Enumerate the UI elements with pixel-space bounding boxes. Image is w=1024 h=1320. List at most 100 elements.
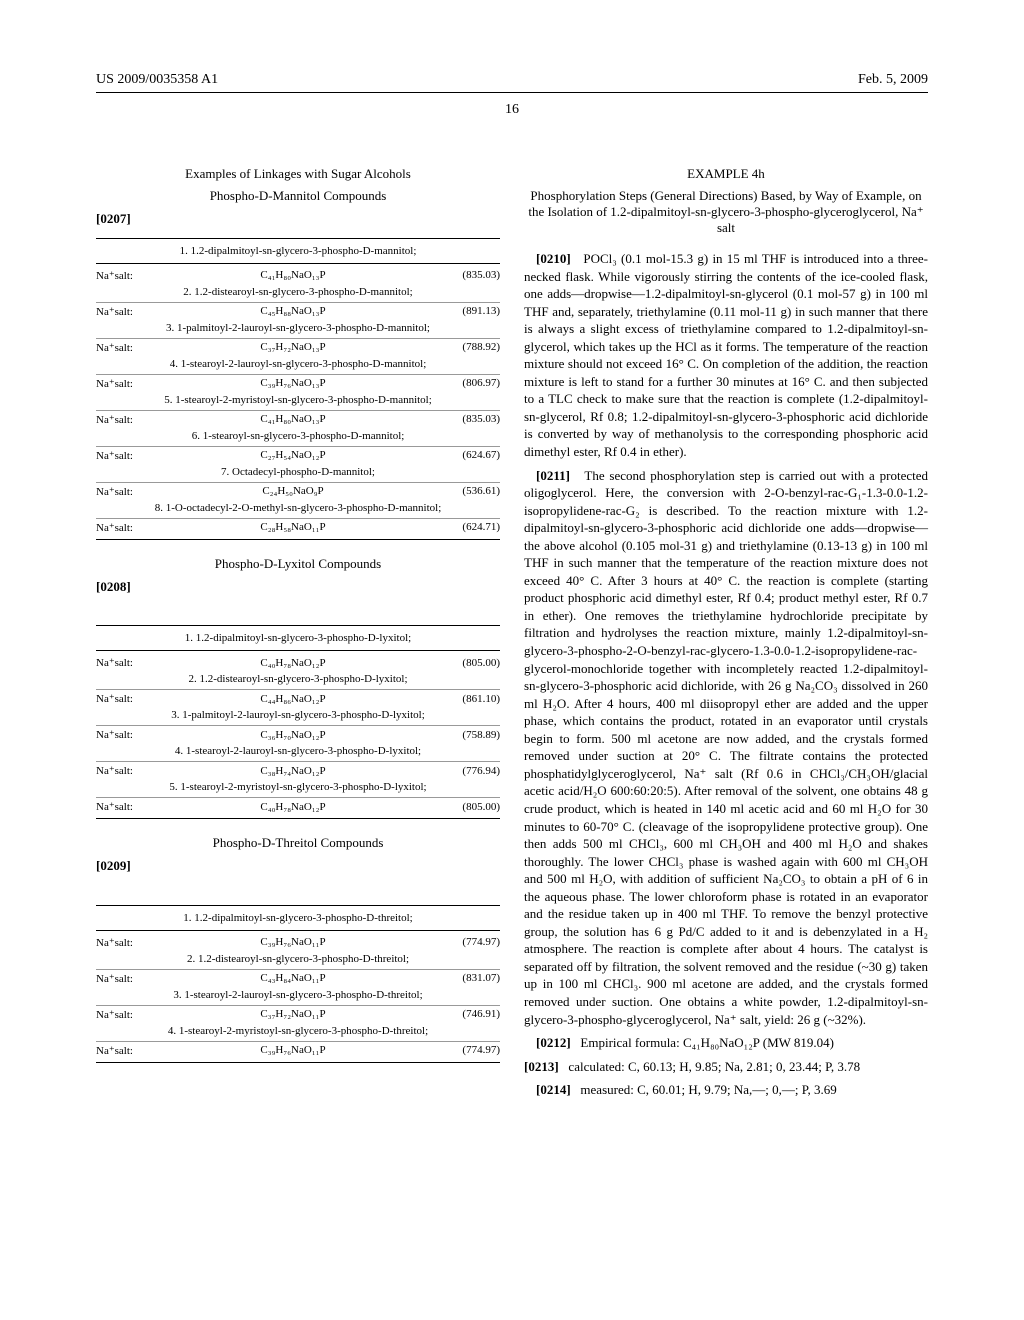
- formula: C₃₉H₇₆NaO₁₁P: [154, 1044, 432, 1056]
- para-0209: [0209]: [96, 857, 500, 875]
- molecular-weight: (776.94): [432, 765, 500, 777]
- table-row: Na⁺salt:C₃₇H₇₂NaO₁₃P(788.92): [96, 339, 500, 356]
- compound-name: 8. 1-O-octadecyl-2-O-methyl-sn-glycero-3…: [96, 500, 500, 519]
- salt-label: Na⁺salt:: [96, 413, 154, 426]
- formula: C₄₀H₇₈NaO₁₂P: [154, 657, 432, 669]
- molecular-weight: (806.97): [432, 377, 500, 389]
- para-text: POCl₃ (0.1 mol-15.3 g) in 15 ml THF is i…: [524, 251, 928, 459]
- formula: C₃₉H₇₆NaO₁₃P: [154, 377, 432, 389]
- molecular-weight: (758.89): [432, 729, 500, 741]
- molecular-weight: (774.97): [432, 1044, 500, 1056]
- salt-label: Na⁺salt:: [96, 269, 154, 282]
- para-num: [0214]: [536, 1082, 571, 1097]
- table-row: Na⁺salt:C₄₁H₈₀NaO₁₃P(835.03): [96, 411, 500, 428]
- mannitol-rows: Na⁺salt:C₄₁H₈₀NaO₁₃P(835.03)2. 1.2-diste…: [96, 267, 500, 536]
- compound-name: 2. 1.2-distearoyl-sn-glycero-3-phospho-D…: [96, 284, 500, 303]
- formula: C₃₇H₇₂NaO₁₁P: [154, 1008, 432, 1020]
- molecular-weight: (835.03): [432, 269, 500, 281]
- left-column: Examples of Linkages with Sugar Alcohols…: [96, 160, 500, 1105]
- salt-label: Na⁺salt:: [96, 936, 154, 949]
- para-text: calculated: C, 60.13; H, 9.85; Na, 2.81;…: [568, 1059, 860, 1074]
- mannitol-table: 1. 1.2-dipalmitoyl-sn-glycero-3-phospho-…: [96, 238, 500, 540]
- formula: C₃₉H₇₆NaO₁₁P: [154, 936, 432, 948]
- table-row: Na⁺salt:C₃₉H₇₆NaO₁₁P(774.97): [96, 1042, 500, 1059]
- lyxitol-table: 1. 1.2-dipalmitoyl-sn-glycero-3-phospho-…: [96, 625, 500, 819]
- salt-label: Na⁺salt:: [96, 1008, 154, 1021]
- para-num: [0213]: [524, 1059, 559, 1074]
- threitol-table: 1. 1.2-dipalmitoyl-sn-glycero-3-phospho-…: [96, 905, 500, 1063]
- compound-name: 3. 1-palmitoyl-2-lauroyl-sn-glycero-3-ph…: [96, 707, 500, 726]
- para-0210: [0210] POCl₃ (0.1 mol-15.3 g) in 15 ml T…: [524, 250, 928, 461]
- para-num: [0208]: [96, 579, 131, 594]
- table-row: Na⁺salt:C₃₇H₇₂NaO₁₁P(746.91): [96, 1006, 500, 1023]
- table-row: Na⁺salt:C₄₀H₇₈NaO₁₂P(805.00): [96, 798, 500, 815]
- salt-label: Na⁺salt:: [96, 449, 154, 462]
- compound-name: 3. 1-stearoyl-2-lauroyl-sn-glycero-3-pho…: [96, 987, 500, 1006]
- mannitol-title: Phospho-D-Mannitol Compounds: [96, 188, 500, 204]
- salt-label: Na⁺salt:: [96, 485, 154, 498]
- header-rule: [96, 92, 928, 93]
- para-text: The second phosphorylation step is carri…: [524, 468, 928, 1027]
- para-0211: [0211] The second phosphorylation step i…: [524, 467, 928, 1029]
- date: Feb. 5, 2009: [858, 72, 928, 88]
- para-num: [0211]: [536, 468, 570, 483]
- patent-number: US 2009/0035358 A1: [96, 72, 218, 88]
- table-head: 1. 1.2-dipalmitoyl-sn-glycero-3-phospho-…: [96, 629, 500, 647]
- para-num: [0207]: [96, 211, 131, 226]
- formula: C₄₄H₈₆NaO₁₂P: [154, 693, 432, 705]
- compound-name: 5. 1-stearoyl-2-myristoyl-sn-glycero-3-p…: [96, 779, 500, 798]
- linkages-title: Examples of Linkages with Sugar Alcohols: [96, 166, 500, 182]
- salt-label: Na⁺salt:: [96, 800, 154, 813]
- formula: C₃₇H₇₂NaO₁₃P: [154, 341, 432, 353]
- table-row: Na⁺salt:C₂₇H₅₄NaO₁₂P(624.67): [96, 447, 500, 464]
- formula: C₄₁H₈₀NaO₁₃P: [154, 269, 432, 281]
- formula: C₂₄H₅₀NaO₉P: [154, 485, 432, 497]
- formula: C₄₀H₇₈NaO₁₂P: [154, 801, 432, 813]
- molecular-weight: (805.00): [432, 801, 500, 813]
- salt-label: Na⁺salt:: [96, 728, 154, 741]
- formula: C₄₁H₈₀NaO₁₃P: [154, 413, 432, 425]
- formula: C₂₈H₅₈NaO₁₁P: [154, 521, 432, 533]
- salt-label: Na⁺salt:: [96, 377, 154, 390]
- molecular-weight: (788.92): [432, 341, 500, 353]
- molecular-weight: (774.97): [432, 936, 500, 948]
- compound-name: 5. 1-stearoyl-2-myristoyl-sn-glycero-3-p…: [96, 392, 500, 411]
- para-text: measured: C, 60.01; H, 9.79; Na,—; 0,—; …: [580, 1082, 836, 1097]
- para-num: [0210]: [536, 251, 571, 266]
- table-row: Na⁺salt:C₄₅H₈₈NaO₁₃P(891.13): [96, 303, 500, 320]
- table-head: 1. 1.2-dipalmitoyl-sn-glycero-3-phospho-…: [96, 909, 500, 927]
- molecular-weight: (831.07): [432, 972, 500, 984]
- formula: C₄₅H₈₈NaO₁₃P: [154, 305, 432, 317]
- compound-name: 4. 1-stearoyl-2-lauroyl-sn-glycero-3-pho…: [96, 743, 500, 762]
- table-row: Na⁺salt:C₃₉H₇₆NaO₁₁P(774.97): [96, 934, 500, 951]
- table-row: Na⁺salt:C₄₀H₇₈NaO₁₂P(805.00): [96, 654, 500, 671]
- para-num: [0212]: [536, 1035, 571, 1050]
- right-column: EXAMPLE 4h Phosphorylation Steps (Genera…: [524, 160, 928, 1105]
- molecular-weight: (624.67): [432, 449, 500, 461]
- example-subtitle: Phosphorylation Steps (General Direction…: [524, 188, 928, 236]
- molecular-weight: (861.10): [432, 693, 500, 705]
- formula: C₄₃H₈₄NaO₁₁P: [154, 972, 432, 984]
- formula: C₃₈H₇₄NaO₁₂P: [154, 765, 432, 777]
- compound-name: 7. Octadecyl-phospho-D-mannitol;: [96, 464, 500, 483]
- compound-name: 2. 1.2-distearoyl-sn-glycero-3-phospho-D…: [96, 951, 500, 970]
- compound-name: 6. 1-stearoyl-sn-glycero-3-phospho-D-man…: [96, 428, 500, 447]
- para-text: Empirical formula: C₄₁H₈₀NaO₁₂P (MW 819.…: [580, 1035, 834, 1050]
- table-row: Na⁺salt:C₄₃H₈₄NaO₁₁P(831.07): [96, 970, 500, 987]
- page-header: US 2009/0035358 A1 Feb. 5, 2009: [0, 72, 1024, 88]
- salt-label: Na⁺salt:: [96, 764, 154, 777]
- table-row: Na⁺salt:C₂₈H₅₈NaO₁₁P(624.71): [96, 519, 500, 536]
- para-0212: [0212] Empirical formula: C₄₁H₈₀NaO₁₂P (…: [524, 1034, 928, 1052]
- salt-label: Na⁺salt:: [96, 521, 154, 534]
- table-head: 1. 1.2-dipalmitoyl-sn-glycero-3-phospho-…: [96, 242, 500, 260]
- table-row: Na⁺salt:C₃₉H₇₆NaO₁₃P(806.97): [96, 375, 500, 392]
- lyxitol-title: Phospho-D-Lyxitol Compounds: [96, 556, 500, 572]
- table-row: Na⁺salt:C₃₆H₇₀NaO₁₂P(758.89): [96, 726, 500, 743]
- example-title: EXAMPLE 4h: [524, 166, 928, 182]
- table-row: Na⁺salt:C₃₈H₇₄NaO₁₂P(776.94): [96, 762, 500, 779]
- para-0214: [0214] measured: C, 60.01; H, 9.79; Na,—…: [524, 1081, 928, 1099]
- threitol-title: Phospho-D-Threitol Compounds: [96, 835, 500, 851]
- page-number: 16: [505, 102, 519, 118]
- para-0208: [0208]: [96, 578, 500, 596]
- compound-name: 4. 1-stearoyl-2-lauroyl-sn-glycero-3-pho…: [96, 356, 500, 375]
